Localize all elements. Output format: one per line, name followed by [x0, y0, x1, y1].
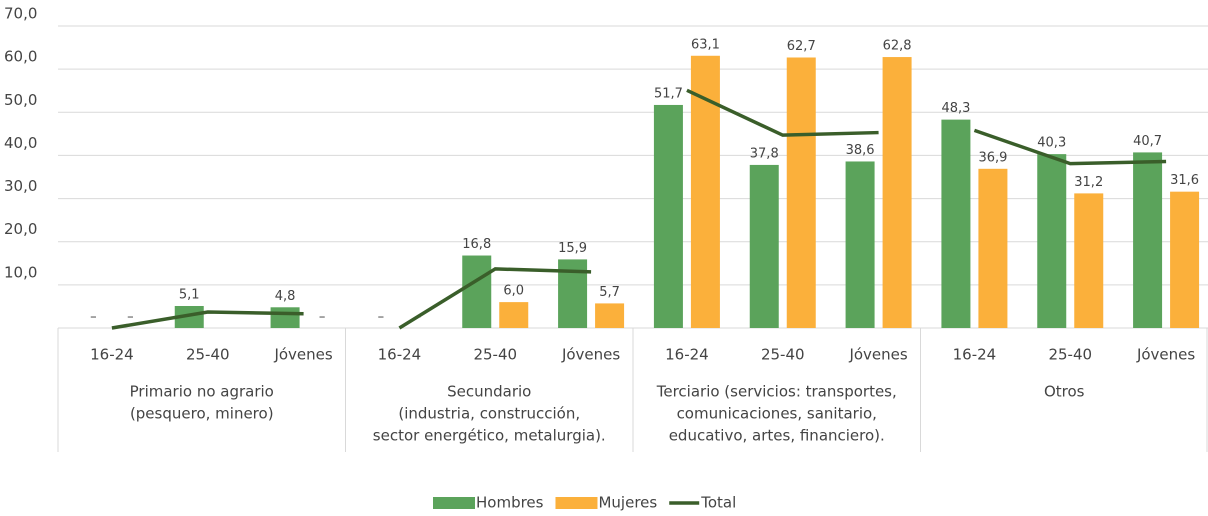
x-tick-label: 16-24 — [378, 346, 422, 364]
y-tick-label: 70,0 — [4, 5, 37, 23]
value-label: – — [90, 310, 97, 325]
bar — [1170, 191, 1200, 328]
x-tick-label: Jóvenes — [561, 346, 620, 364]
bar — [1037, 154, 1067, 328]
x-tick-label: Jóvenes — [848, 346, 907, 364]
value-label: 31,2 — [1074, 175, 1103, 190]
value-label: 31,6 — [1170, 173, 1199, 188]
group-label: educativo, artes, financiero). — [669, 427, 885, 445]
legend-swatch — [433, 497, 475, 509]
bar — [174, 305, 204, 328]
bar — [499, 302, 529, 328]
bar — [941, 119, 971, 329]
value-label: 40,7 — [1133, 134, 1162, 149]
value-label: 36,9 — [978, 150, 1007, 165]
y-tick-label: 30,0 — [4, 177, 37, 195]
value-label: – — [319, 310, 326, 325]
bar — [653, 104, 683, 328]
x-tick-label: Jóvenes — [273, 346, 332, 364]
value-label: 63,1 — [691, 37, 720, 52]
value-label: 62,7 — [787, 39, 816, 54]
x-tick-label: 25-40 — [761, 346, 805, 364]
legend-label: Mujeres — [598, 494, 657, 512]
bar — [1074, 193, 1104, 328]
bar — [749, 164, 779, 328]
value-label: 16,8 — [462, 237, 491, 252]
bar — [462, 255, 492, 328]
value-label: 40,3 — [1037, 136, 1066, 151]
value-label: 15,9 — [558, 241, 587, 256]
value-label: 6,0 — [503, 284, 524, 299]
value-label: 4,8 — [275, 289, 296, 304]
legend-label: Hombres — [476, 494, 544, 512]
legend-label: Total — [700, 494, 736, 512]
group-label: Terciario (servicios: transportes, — [656, 383, 897, 401]
value-label: 5,1 — [179, 287, 200, 302]
bar — [1133, 152, 1163, 328]
y-tick-label: 50,0 — [4, 91, 37, 109]
line-series — [111, 88, 1167, 330]
group-label: Secundario — [447, 383, 531, 401]
bar — [595, 303, 625, 328]
bar — [978, 168, 1008, 328]
group-label: comunicaciones, sanitario, — [677, 405, 877, 423]
bar — [882, 57, 912, 328]
bar — [845, 161, 875, 328]
group-label: (industria, construcción, — [398, 405, 580, 423]
y-tick-label: 40,0 — [4, 134, 37, 152]
y-tick-label: 10,0 — [4, 263, 37, 281]
bar — [786, 57, 816, 328]
value-label: 48,3 — [941, 101, 970, 116]
value-label: 38,6 — [846, 143, 875, 158]
value-label: 5,7 — [599, 285, 620, 300]
x-tick-label: 25-40 — [473, 346, 517, 364]
group-label: Otros — [1044, 383, 1085, 401]
x-tick-label: 25-40 — [1048, 346, 1092, 364]
bar — [270, 307, 300, 328]
x-tick-label: 16-24 — [953, 346, 997, 364]
bar — [690, 55, 720, 329]
group-label: Primario no agrario — [130, 383, 274, 401]
value-label: 51,7 — [654, 86, 683, 101]
value-label: 37,8 — [750, 146, 779, 161]
value-label: – — [378, 310, 385, 325]
x-tick-label: 16-24 — [90, 346, 134, 364]
x-tick-label: 16-24 — [665, 346, 709, 364]
x-tick-label: Jóvenes — [1136, 346, 1195, 364]
y-tick-label: 60,0 — [4, 48, 37, 66]
x-tick-label: 25-40 — [186, 346, 230, 364]
value-label: – — [127, 310, 134, 325]
group-label: sector energético, metalurgia). — [373, 427, 606, 445]
y-tick-label: 20,0 — [4, 220, 37, 238]
group-label: (pesquero, minero) — [130, 405, 274, 423]
value-label: 62,8 — [883, 39, 912, 54]
legend-swatch — [555, 497, 598, 509]
